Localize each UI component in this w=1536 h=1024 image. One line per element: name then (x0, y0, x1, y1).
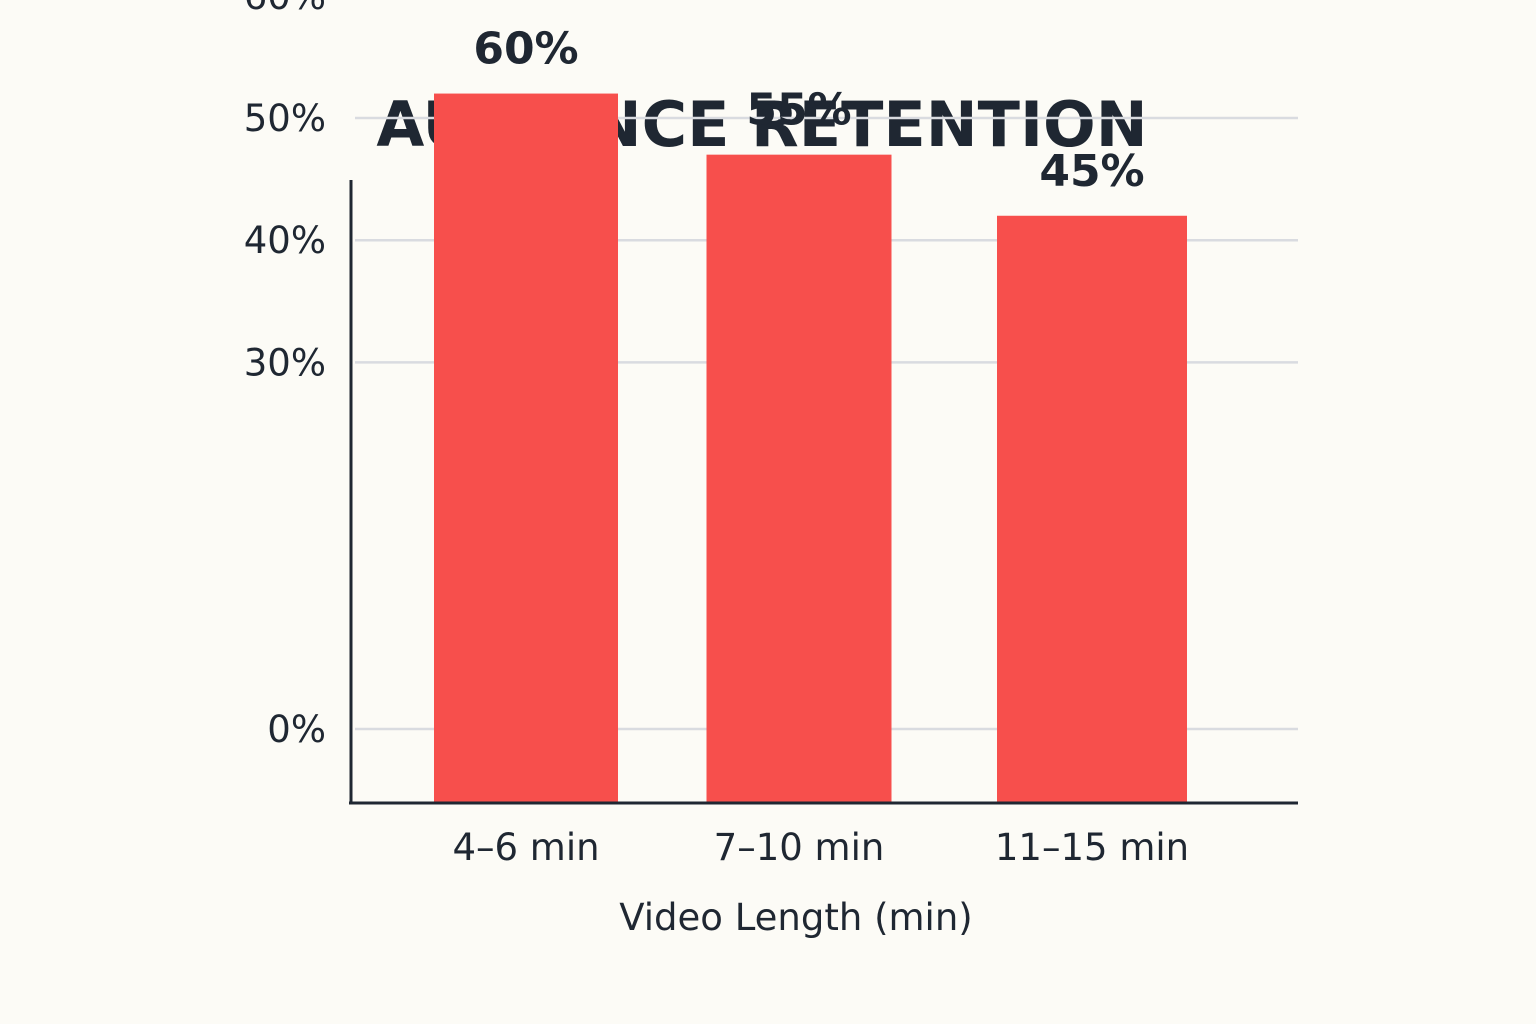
data-label-3: 45% (1039, 146, 1144, 197)
x-axis-label: Video Length (min) (619, 896, 972, 939)
x-axis-ticks: 4–6 min 7–10 min 11–15 min (452, 826, 1189, 869)
data-labels: 60% 55% 45% (473, 24, 1144, 197)
y-tick-label: 0% (267, 708, 326, 751)
bar-1 (434, 93, 618, 803)
data-label-1: 60% (473, 24, 578, 75)
y-axis-ticks: 0% 30% 40% 50% 60% (244, 0, 326, 751)
bar-3 (997, 215, 1187, 803)
y-tick-label: 60% (244, 0, 326, 18)
y-tick-label: 40% (244, 219, 326, 262)
x-tick-label: 11–15 min (995, 826, 1189, 869)
x-tick-label: 4–6 min (452, 826, 599, 869)
y-tick-label: 50% (244, 97, 326, 140)
x-tick-label: 7–10 min (714, 826, 885, 869)
data-label-2: 55% (746, 85, 851, 136)
y-tick-label: 30% (244, 341, 326, 384)
bars (434, 93, 1187, 803)
bar-2 (706, 154, 892, 803)
